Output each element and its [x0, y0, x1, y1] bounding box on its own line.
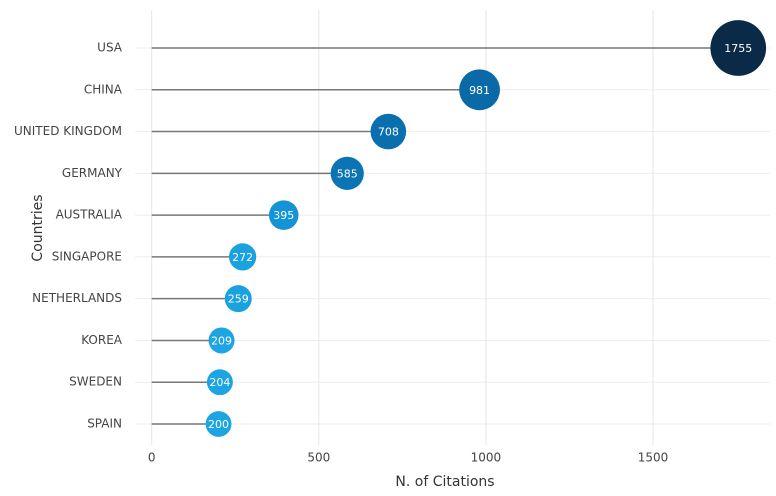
- dot: [459, 69, 500, 111]
- dot: [330, 156, 364, 190]
- dot: [710, 20, 767, 76]
- x-axis-title: N. of Citations: [395, 474, 494, 490]
- dot: [229, 243, 257, 271]
- y-tick-label: GERMANY: [62, 166, 123, 180]
- value-label: 259: [228, 293, 249, 306]
- dot: [205, 411, 232, 437]
- value-label: 585: [337, 167, 358, 180]
- dot: [208, 327, 235, 354]
- y-axis-title: Countries: [30, 194, 46, 261]
- value-label: 204: [209, 376, 230, 389]
- y-tick-label: AUSTRALIA: [56, 208, 123, 222]
- x-tick-label: 1500: [638, 451, 669, 465]
- y-tick-label: SWEDEN: [69, 375, 122, 389]
- y-tick-label: NETHERLANDS: [32, 291, 122, 305]
- value-label: 395: [273, 209, 294, 222]
- x-tick-label: 500: [307, 451, 330, 465]
- dot: [268, 200, 299, 230]
- y-tick-label: KOREA: [81, 333, 123, 347]
- value-label: 209: [211, 334, 232, 347]
- value-label: 1755: [724, 42, 752, 55]
- y-tick-label: CHINA: [84, 82, 123, 96]
- y-tick-label: USA: [97, 41, 123, 55]
- y-tick-label: SPAIN: [87, 417, 122, 431]
- value-label: 708: [378, 126, 399, 139]
- dot: [370, 113, 407, 150]
- x-tick-label: 0: [148, 451, 156, 465]
- value-label: 272: [232, 251, 253, 264]
- y-tick-label: UNITED KINGDOM: [14, 124, 122, 138]
- x-tick-label: 1000: [471, 451, 502, 465]
- value-label: 200: [208, 418, 229, 431]
- y-tick-label: SINGAPORE: [52, 249, 122, 263]
- dot: [206, 369, 233, 396]
- value-label: 981: [469, 84, 490, 97]
- dot: [224, 285, 252, 313]
